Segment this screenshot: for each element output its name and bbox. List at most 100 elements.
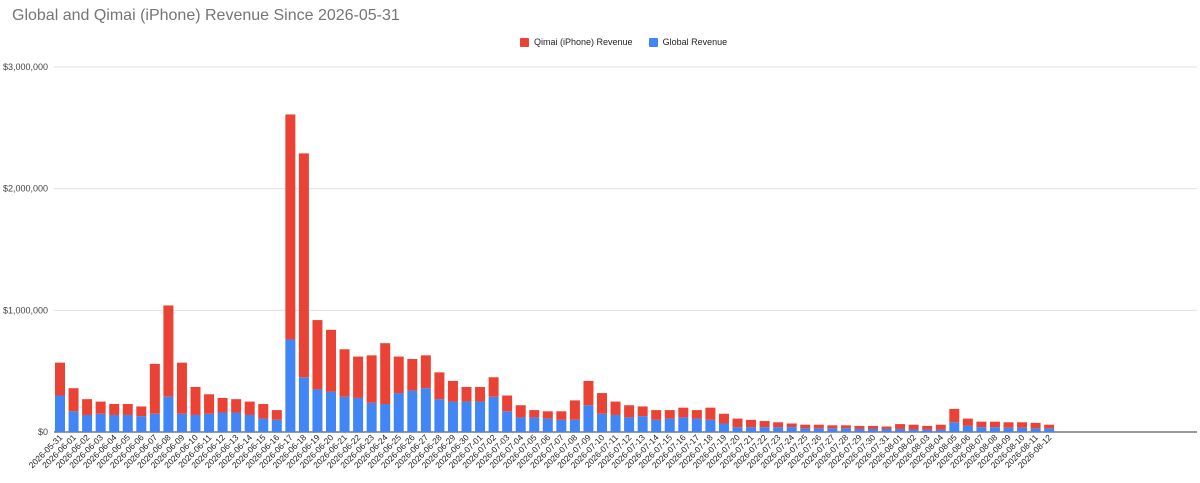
bar-global-revenue[interactable] — [759, 427, 770, 432]
bar-qimai-revenue[interactable] — [962, 418, 973, 426]
bar-global-revenue[interactable] — [244, 414, 255, 432]
bar-global-revenue[interactable] — [569, 419, 580, 432]
bar-global-revenue[interactable] — [800, 428, 811, 432]
bar-qimai-revenue[interactable] — [122, 404, 133, 415]
bar-qimai-revenue[interactable] — [651, 410, 662, 420]
bar-qimai-revenue[interactable] — [298, 153, 309, 378]
bar-global-revenue[interactable] — [732, 427, 743, 432]
bar-global-revenue[interactable] — [122, 414, 133, 432]
bar-qimai-revenue[interactable] — [840, 425, 851, 429]
bar-qimai-revenue[interactable] — [908, 424, 919, 430]
bar-qimai-revenue[interactable] — [55, 362, 65, 396]
bar-global-revenue[interactable] — [393, 393, 404, 432]
bar-qimai-revenue[interactable] — [1017, 422, 1028, 428]
bar-qimai-revenue[interactable] — [366, 355, 377, 403]
bar-global-revenue[interactable] — [840, 428, 851, 432]
bar-global-revenue[interactable] — [1030, 428, 1041, 432]
bar-global-revenue[interactable] — [434, 399, 445, 432]
bar-global-revenue[interactable] — [204, 413, 215, 432]
bar-global-revenue[interactable] — [637, 416, 648, 432]
bar-qimai-revenue[interactable] — [420, 355, 431, 389]
bar-global-revenue[interactable] — [827, 428, 838, 432]
bar-qimai-revenue[interactable] — [190, 386, 201, 415]
bar-qimai-revenue[interactable] — [339, 349, 350, 397]
bar-global-revenue[interactable] — [82, 414, 93, 432]
bar-qimai-revenue[interactable] — [773, 422, 784, 428]
bar-qimai-revenue[interactable] — [624, 405, 635, 418]
bar-global-revenue[interactable] — [366, 402, 377, 432]
bar-global-revenue[interactable] — [447, 401, 458, 432]
bar-qimai-revenue[interactable] — [922, 425, 933, 430]
bar-qimai-revenue[interactable] — [380, 343, 391, 405]
bar-global-revenue[interactable] — [407, 390, 418, 432]
bar-global-revenue[interactable] — [109, 414, 120, 432]
bar-qimai-revenue[interactable] — [312, 320, 323, 390]
bar-qimai-revenue[interactable] — [827, 425, 838, 429]
bar-global-revenue[interactable] — [217, 412, 228, 432]
bar-global-revenue[interactable] — [664, 418, 675, 432]
bar-global-revenue[interactable] — [718, 423, 729, 432]
bar-global-revenue[interactable] — [949, 422, 960, 432]
bar-qimai-revenue[interactable] — [488, 377, 499, 397]
bar-qimai-revenue[interactable] — [718, 413, 729, 424]
bar-qimai-revenue[interactable] — [746, 419, 757, 428]
bar-qimai-revenue[interactable] — [569, 400, 580, 420]
bar-global-revenue[interactable] — [55, 395, 65, 433]
bar-qimai-revenue[interactable] — [529, 410, 540, 418]
bar-global-revenue[interactable] — [786, 427, 797, 432]
bar-global-revenue[interactable] — [231, 412, 242, 432]
bar-qimai-revenue[interactable] — [244, 401, 255, 415]
bar-qimai-revenue[interactable] — [949, 408, 960, 423]
bar-global-revenue[interactable] — [813, 428, 824, 432]
bar-qimai-revenue[interactable] — [515, 405, 526, 418]
bar-qimai-revenue[interactable] — [204, 394, 215, 414]
bar-global-revenue[interactable] — [556, 419, 567, 432]
bar-qimai-revenue[interactable] — [502, 395, 513, 412]
bar-qimai-revenue[interactable] — [732, 418, 743, 428]
bar-qimai-revenue[interactable] — [976, 421, 987, 428]
bar-qimai-revenue[interactable] — [800, 424, 811, 429]
bar-global-revenue[interactable] — [149, 413, 160, 432]
bar-global-revenue[interactable] — [868, 428, 878, 432]
bar-global-revenue[interactable] — [312, 389, 323, 432]
bar-global-revenue[interactable] — [339, 396, 350, 432]
bar-global-revenue[interactable] — [475, 401, 486, 432]
bar-global-revenue[interactable] — [68, 411, 79, 432]
bar-qimai-revenue[interactable] — [637, 406, 648, 417]
bar-global-revenue[interactable] — [488, 396, 499, 432]
bar-qimai-revenue[interactable] — [678, 407, 689, 418]
bar-qimai-revenue[interactable] — [691, 410, 702, 419]
bar-qimai-revenue[interactable] — [136, 406, 147, 417]
bar-qimai-revenue[interactable] — [217, 397, 228, 413]
legend-item-qimai[interactable]: Qimai (iPhone) Revenue — [520, 37, 633, 47]
bar-global-revenue[interactable] — [1003, 427, 1014, 432]
bar-global-revenue[interactable] — [353, 397, 364, 432]
bar-qimai-revenue[interactable] — [68, 388, 79, 412]
bar-global-revenue[interactable] — [1044, 428, 1055, 432]
bar-qimai-revenue[interactable] — [664, 410, 675, 419]
bar-global-revenue[interactable] — [678, 417, 689, 432]
bar-qimai-revenue[interactable] — [326, 329, 336, 392]
bar-global-revenue[interactable] — [597, 413, 607, 432]
bar-qimai-revenue[interactable] — [868, 425, 878, 429]
bar-global-revenue[interactable] — [610, 414, 621, 432]
bar-qimai-revenue[interactable] — [353, 356, 364, 398]
bar-qimai-revenue[interactable] — [1003, 422, 1014, 428]
bar-qimai-revenue[interactable] — [258, 404, 269, 419]
bar-global-revenue[interactable] — [326, 391, 336, 432]
bar-global-revenue[interactable] — [380, 404, 391, 432]
bar-global-revenue[interactable] — [502, 411, 513, 432]
bar-global-revenue[interactable] — [163, 396, 174, 432]
bar-global-revenue[interactable] — [922, 429, 933, 432]
bar-global-revenue[interactable] — [746, 427, 757, 432]
bar-qimai-revenue[interactable] — [176, 362, 187, 414]
bar-qimai-revenue[interactable] — [163, 305, 174, 397]
bar-global-revenue[interactable] — [515, 417, 526, 432]
bar-qimai-revenue[interactable] — [271, 410, 282, 420]
bar-global-revenue[interactable] — [773, 427, 784, 432]
bar-global-revenue[interactable] — [529, 417, 540, 432]
bar-qimai-revenue[interactable] — [407, 359, 418, 391]
bar-qimai-revenue[interactable] — [989, 421, 1000, 428]
bar-qimai-revenue[interactable] — [597, 393, 607, 414]
bar-qimai-revenue[interactable] — [393, 356, 404, 394]
